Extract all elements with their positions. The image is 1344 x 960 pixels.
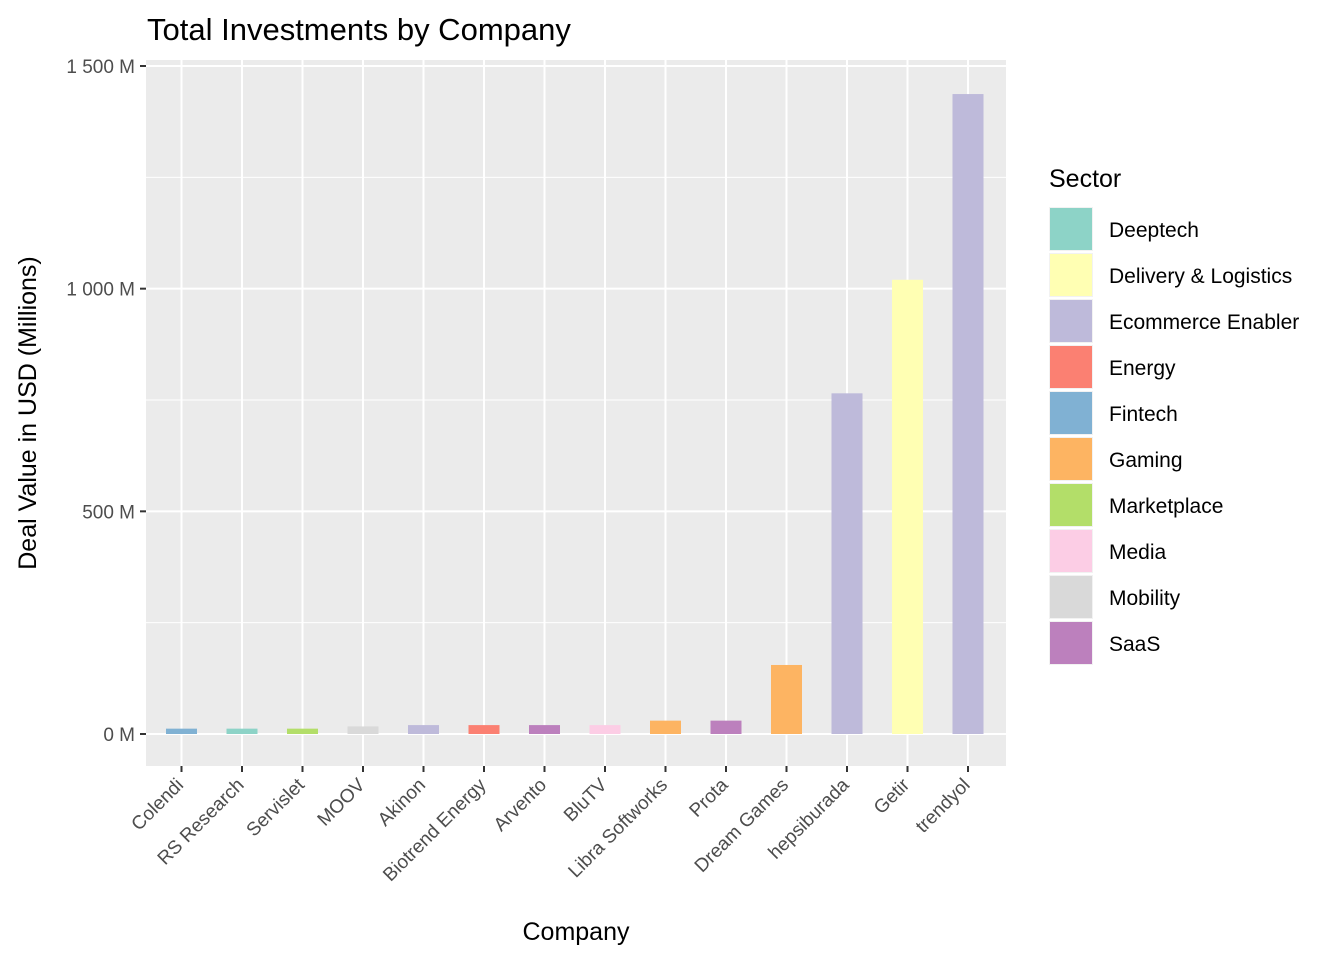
legend-swatch [1050, 208, 1092, 250]
legend: Sector Deeptech Delivery & Logistics Ecomm… [1049, 165, 1299, 665]
x-tick-label: BluTV [560, 774, 612, 826]
legend-title: Sector [1049, 165, 1121, 193]
legend-label: Ecommerce Enabler [1109, 311, 1299, 334]
bar-colendi [166, 728, 197, 734]
bar-dream-games [771, 664, 802, 734]
bar-libra-softworks [650, 720, 681, 734]
bar-akinon [408, 725, 439, 734]
x-tick-label: Biotrend Energy [379, 774, 491, 886]
bar-arvento [529, 725, 560, 734]
bar-getir [892, 279, 923, 734]
bar-biotrend-energy [468, 725, 500, 734]
plot-panel [146, 60, 1006, 766]
x-tick-label: trendyol [912, 775, 975, 838]
legend-swatch [1050, 254, 1092, 296]
bar-servislet [287, 728, 318, 734]
legend-label: Energy [1109, 357, 1176, 380]
y-tick-label: 1 000 M [66, 280, 135, 301]
bar-trendyol [952, 94, 984, 734]
legend-label: Mobility [1109, 587, 1181, 610]
legend-label: Media [1109, 541, 1167, 564]
x-tick-label: MOOV [314, 774, 370, 830]
legend-swatch [1050, 438, 1092, 480]
y-axis-title: Deal Value in USD (Millions) [14, 256, 42, 570]
y-axis: 0 M 500 M 1 000 M 1 500 M [66, 57, 146, 746]
bar-rs-research [226, 728, 258, 734]
legend-swatch [1050, 622, 1092, 664]
legend-label: SaaS [1109, 633, 1160, 656]
x-tick-label: Arvento [490, 775, 551, 836]
legend-label: Delivery & Logistics [1109, 265, 1292, 288]
legend-label: Deeptech [1109, 219, 1199, 242]
x-tick-label: Servislet [243, 774, 310, 841]
bars [166, 94, 984, 734]
x-tick-label: Getir [870, 774, 914, 818]
grid-lines [146, 60, 1006, 766]
legend-swatch [1050, 530, 1092, 572]
x-tick-label: Prota [686, 774, 733, 821]
x-axis-title: Company [523, 918, 630, 946]
x-tick-label: Colendi [128, 775, 188, 835]
bar-moov [347, 726, 379, 734]
bar-prota [710, 720, 742, 734]
legend-label: Gaming [1109, 449, 1183, 472]
bar-blutv [589, 725, 621, 734]
y-tick-label: 1 500 M [66, 57, 135, 78]
chart-title: Total Investments by Company [147, 12, 571, 47]
y-tick-label: 0 M [103, 725, 135, 746]
legend-swatch [1050, 576, 1092, 618]
legend-swatch [1050, 484, 1092, 526]
legend-swatch [1050, 346, 1092, 388]
legend-label: Fintech [1109, 403, 1178, 426]
x-tick-label: Akinon [374, 775, 430, 831]
legend-label: Marketplace [1109, 495, 1223, 518]
legend-swatch [1050, 300, 1092, 342]
y-tick-label: 500 M [82, 502, 135, 523]
legend-swatch [1050, 392, 1092, 434]
bar-hepsiburada [831, 393, 863, 734]
